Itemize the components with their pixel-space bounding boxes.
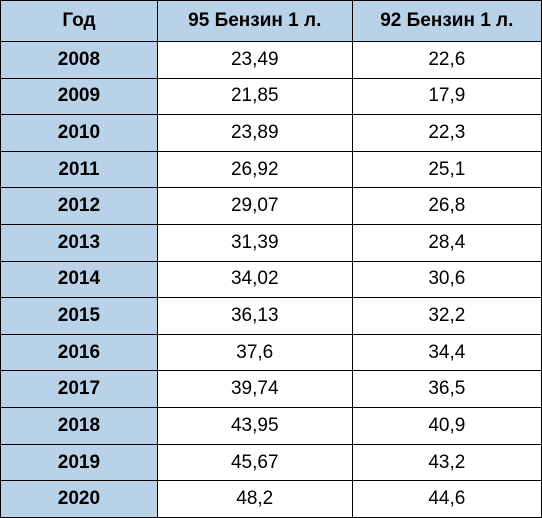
table-row: 2019 45,67 43,2	[1, 444, 542, 481]
cell-95: 39,74	[157, 371, 352, 408]
cell-95: 31,39	[157, 225, 352, 262]
cell-92: 34,4	[352, 334, 541, 371]
table-body: 2008 23,49 22,6 2009 21,85 17,9 2010 23,…	[1, 42, 542, 518]
table-header-row: Год 95 Бензин 1 л. 92 Бензин 1 л.	[1, 1, 542, 42]
cell-92: 40,9	[352, 408, 541, 445]
cell-95: 34,02	[157, 261, 352, 298]
cell-95: 45,67	[157, 444, 352, 481]
cell-year: 2010	[1, 115, 158, 152]
cell-95: 23,89	[157, 115, 352, 152]
cell-95: 36,13	[157, 298, 352, 335]
cell-year: 2015	[1, 298, 158, 335]
cell-95: 29,07	[157, 188, 352, 225]
cell-92: 26,8	[352, 188, 541, 225]
table-row: 2015 36,13 32,2	[1, 298, 542, 335]
table-row: 2009 21,85 17,9	[1, 78, 542, 115]
cell-92: 22,6	[352, 42, 541, 79]
cell-95: 37,6	[157, 334, 352, 371]
cell-year: 2016	[1, 334, 158, 371]
cell-95: 23,49	[157, 42, 352, 79]
cell-year: 2019	[1, 444, 158, 481]
table-row: 2020 48,2 44,6	[1, 481, 542, 518]
col-header-92: 92 Бензин 1 л.	[352, 1, 541, 42]
col-header-95: 95 Бензин 1 л.	[157, 1, 352, 42]
cell-year: 2013	[1, 225, 158, 262]
cell-year: 2020	[1, 481, 158, 518]
cell-95: 26,92	[157, 151, 352, 188]
cell-92: 43,2	[352, 444, 541, 481]
cell-year: 2018	[1, 408, 158, 445]
cell-year: 2014	[1, 261, 158, 298]
table-row: 2010 23,89 22,3	[1, 115, 542, 152]
table-row: 2016 37,6 34,4	[1, 334, 542, 371]
cell-year: 2008	[1, 42, 158, 79]
cell-year: 2017	[1, 371, 158, 408]
cell-92: 32,2	[352, 298, 541, 335]
cell-92: 17,9	[352, 78, 541, 115]
fuel-price-table-container: Год 95 Бензин 1 л. 92 Бензин 1 л. 2008 2…	[0, 0, 542, 518]
fuel-price-table: Год 95 Бензин 1 л. 92 Бензин 1 л. 2008 2…	[0, 0, 542, 518]
table-row: 2014 34,02 30,6	[1, 261, 542, 298]
cell-year: 2012	[1, 188, 158, 225]
cell-92: 30,6	[352, 261, 541, 298]
cell-92: 44,6	[352, 481, 541, 518]
cell-92: 36,5	[352, 371, 541, 408]
table-row: 2013 31,39 28,4	[1, 225, 542, 262]
col-header-year: Год	[1, 1, 158, 42]
cell-95: 21,85	[157, 78, 352, 115]
cell-92: 25,1	[352, 151, 541, 188]
table-row: 2017 39,74 36,5	[1, 371, 542, 408]
table-row: 2008 23,49 22,6	[1, 42, 542, 79]
cell-95: 43,95	[157, 408, 352, 445]
table-row: 2012 29,07 26,8	[1, 188, 542, 225]
cell-92: 22,3	[352, 115, 541, 152]
table-row: 2018 43,95 40,9	[1, 408, 542, 445]
cell-year: 2009	[1, 78, 158, 115]
cell-92: 28,4	[352, 225, 541, 262]
table-row: 2011 26,92 25,1	[1, 151, 542, 188]
cell-95: 48,2	[157, 481, 352, 518]
cell-year: 2011	[1, 151, 158, 188]
